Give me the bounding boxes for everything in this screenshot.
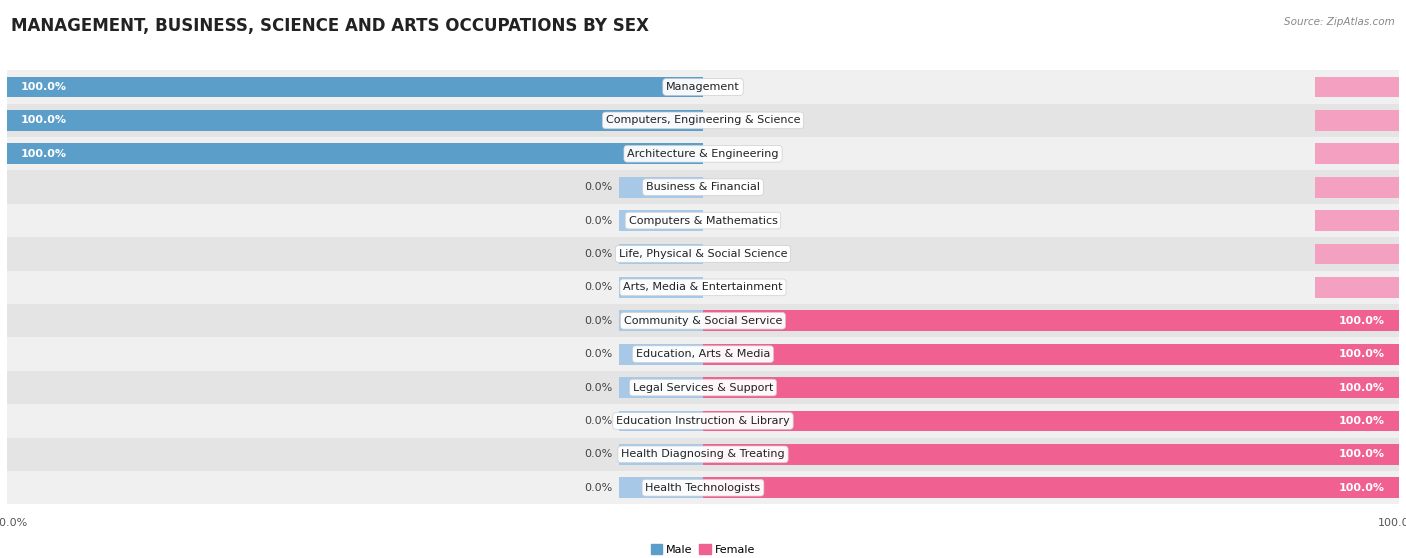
Bar <box>620 177 703 198</box>
Bar <box>7 137 1399 171</box>
Bar <box>620 344 703 364</box>
Text: 100.0%: 100.0% <box>1339 483 1385 493</box>
Text: Business & Financial: Business & Financial <box>645 182 761 192</box>
Text: 100.0%: 100.0% <box>1339 316 1385 326</box>
Text: Legal Services & Support: Legal Services & Support <box>633 383 773 393</box>
Bar <box>7 237 1399 271</box>
Text: Community & Social Service: Community & Social Service <box>624 316 782 326</box>
Bar <box>7 110 703 131</box>
Bar <box>620 478 703 498</box>
Bar <box>7 371 1399 404</box>
Bar <box>7 76 703 97</box>
Text: Arts, Media & Entertainment: Arts, Media & Entertainment <box>623 282 783 292</box>
Text: 100.0%: 100.0% <box>21 149 67 159</box>
Text: 100.0%: 100.0% <box>1339 416 1385 426</box>
Bar <box>7 338 1399 371</box>
Text: Education, Arts & Media: Education, Arts & Media <box>636 349 770 359</box>
Text: 100.0%: 100.0% <box>1339 383 1385 393</box>
Text: 0.0%: 0.0% <box>585 416 613 426</box>
Text: 100.0%: 100.0% <box>1339 449 1385 459</box>
Text: Health Technologists: Health Technologists <box>645 483 761 493</box>
Bar <box>620 444 703 465</box>
Text: Management: Management <box>666 82 740 92</box>
Bar <box>1316 244 1399 264</box>
Text: Source: ZipAtlas.com: Source: ZipAtlas.com <box>1284 17 1395 27</box>
Bar <box>703 478 1399 498</box>
Bar <box>703 310 1399 331</box>
Text: 0.0%: 0.0% <box>585 449 613 459</box>
Bar <box>7 104 1399 137</box>
Bar <box>7 143 703 164</box>
Text: 0.0%: 0.0% <box>585 282 613 292</box>
Bar <box>7 70 1399 104</box>
Bar <box>703 377 1399 398</box>
Bar <box>703 444 1399 465</box>
Bar <box>703 411 1399 431</box>
Bar <box>1316 277 1399 298</box>
Bar <box>7 304 1399 338</box>
Text: Architecture & Engineering: Architecture & Engineering <box>627 149 779 159</box>
Bar <box>620 277 703 298</box>
Text: 0.0%: 0.0% <box>585 349 613 359</box>
Bar <box>7 171 1399 204</box>
Text: Computers & Mathematics: Computers & Mathematics <box>628 215 778 225</box>
Text: Health Diagnosing & Treating: Health Diagnosing & Treating <box>621 449 785 459</box>
Bar <box>7 271 1399 304</box>
Bar <box>7 404 1399 437</box>
Bar <box>7 437 1399 471</box>
Text: 0.0%: 0.0% <box>585 383 613 393</box>
Text: 0.0%: 0.0% <box>585 182 613 192</box>
Bar <box>1316 110 1399 131</box>
Bar <box>1316 143 1399 164</box>
Bar <box>620 244 703 264</box>
Text: 0.0%: 0.0% <box>585 483 613 493</box>
Text: Computers, Engineering & Science: Computers, Engineering & Science <box>606 116 800 126</box>
Bar <box>620 377 703 398</box>
Bar <box>1316 76 1399 97</box>
Text: 100.0%: 100.0% <box>1339 349 1385 359</box>
Text: Education Instruction & Library: Education Instruction & Library <box>616 416 790 426</box>
Bar <box>620 411 703 431</box>
Bar <box>1316 177 1399 198</box>
Bar <box>703 344 1399 364</box>
Text: 100.0%: 100.0% <box>21 82 67 92</box>
Bar <box>7 204 1399 237</box>
Bar <box>620 310 703 331</box>
Text: 0.0%: 0.0% <box>585 249 613 259</box>
Bar <box>1316 210 1399 231</box>
Text: MANAGEMENT, BUSINESS, SCIENCE AND ARTS OCCUPATIONS BY SEX: MANAGEMENT, BUSINESS, SCIENCE AND ARTS O… <box>11 17 650 35</box>
Text: 0.0%: 0.0% <box>585 215 613 225</box>
Text: Life, Physical & Social Science: Life, Physical & Social Science <box>619 249 787 259</box>
Bar <box>620 210 703 231</box>
Legend: Male, Female: Male, Female <box>647 540 759 558</box>
Bar <box>7 471 1399 504</box>
Text: 100.0%: 100.0% <box>21 116 67 126</box>
Text: 0.0%: 0.0% <box>585 316 613 326</box>
